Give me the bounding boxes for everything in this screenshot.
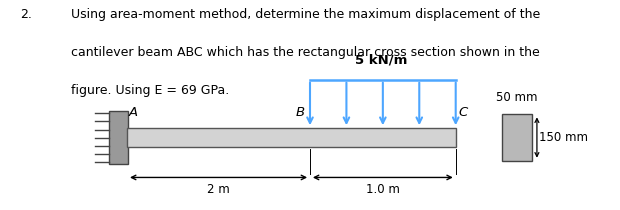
Text: 2 m: 2 m [207,183,230,196]
Bar [127,128,456,147]
Text: cantilever beam ABC which has the rectangular cross section shown in the: cantilever beam ABC which has the rectan… [71,46,540,59]
Text: figure. Using E = 69 GPa.: figure. Using E = 69 GPa. [71,84,229,97]
Text: B: B [296,106,305,119]
Bar [108,111,128,164]
Bar [502,114,532,161]
Text: 1.0 m: 1.0 m [366,183,400,196]
Text: 2.: 2. [20,8,32,21]
Text: Using area-moment method, determine the maximum displacement of the: Using area-moment method, determine the … [71,8,541,21]
Text: A: A [129,106,138,119]
Text: C: C [459,106,468,119]
Text: 5 kN/m: 5 kN/m [355,53,407,66]
Text: 150 mm: 150 mm [539,131,588,144]
Text: 50 mm: 50 mm [497,91,538,104]
